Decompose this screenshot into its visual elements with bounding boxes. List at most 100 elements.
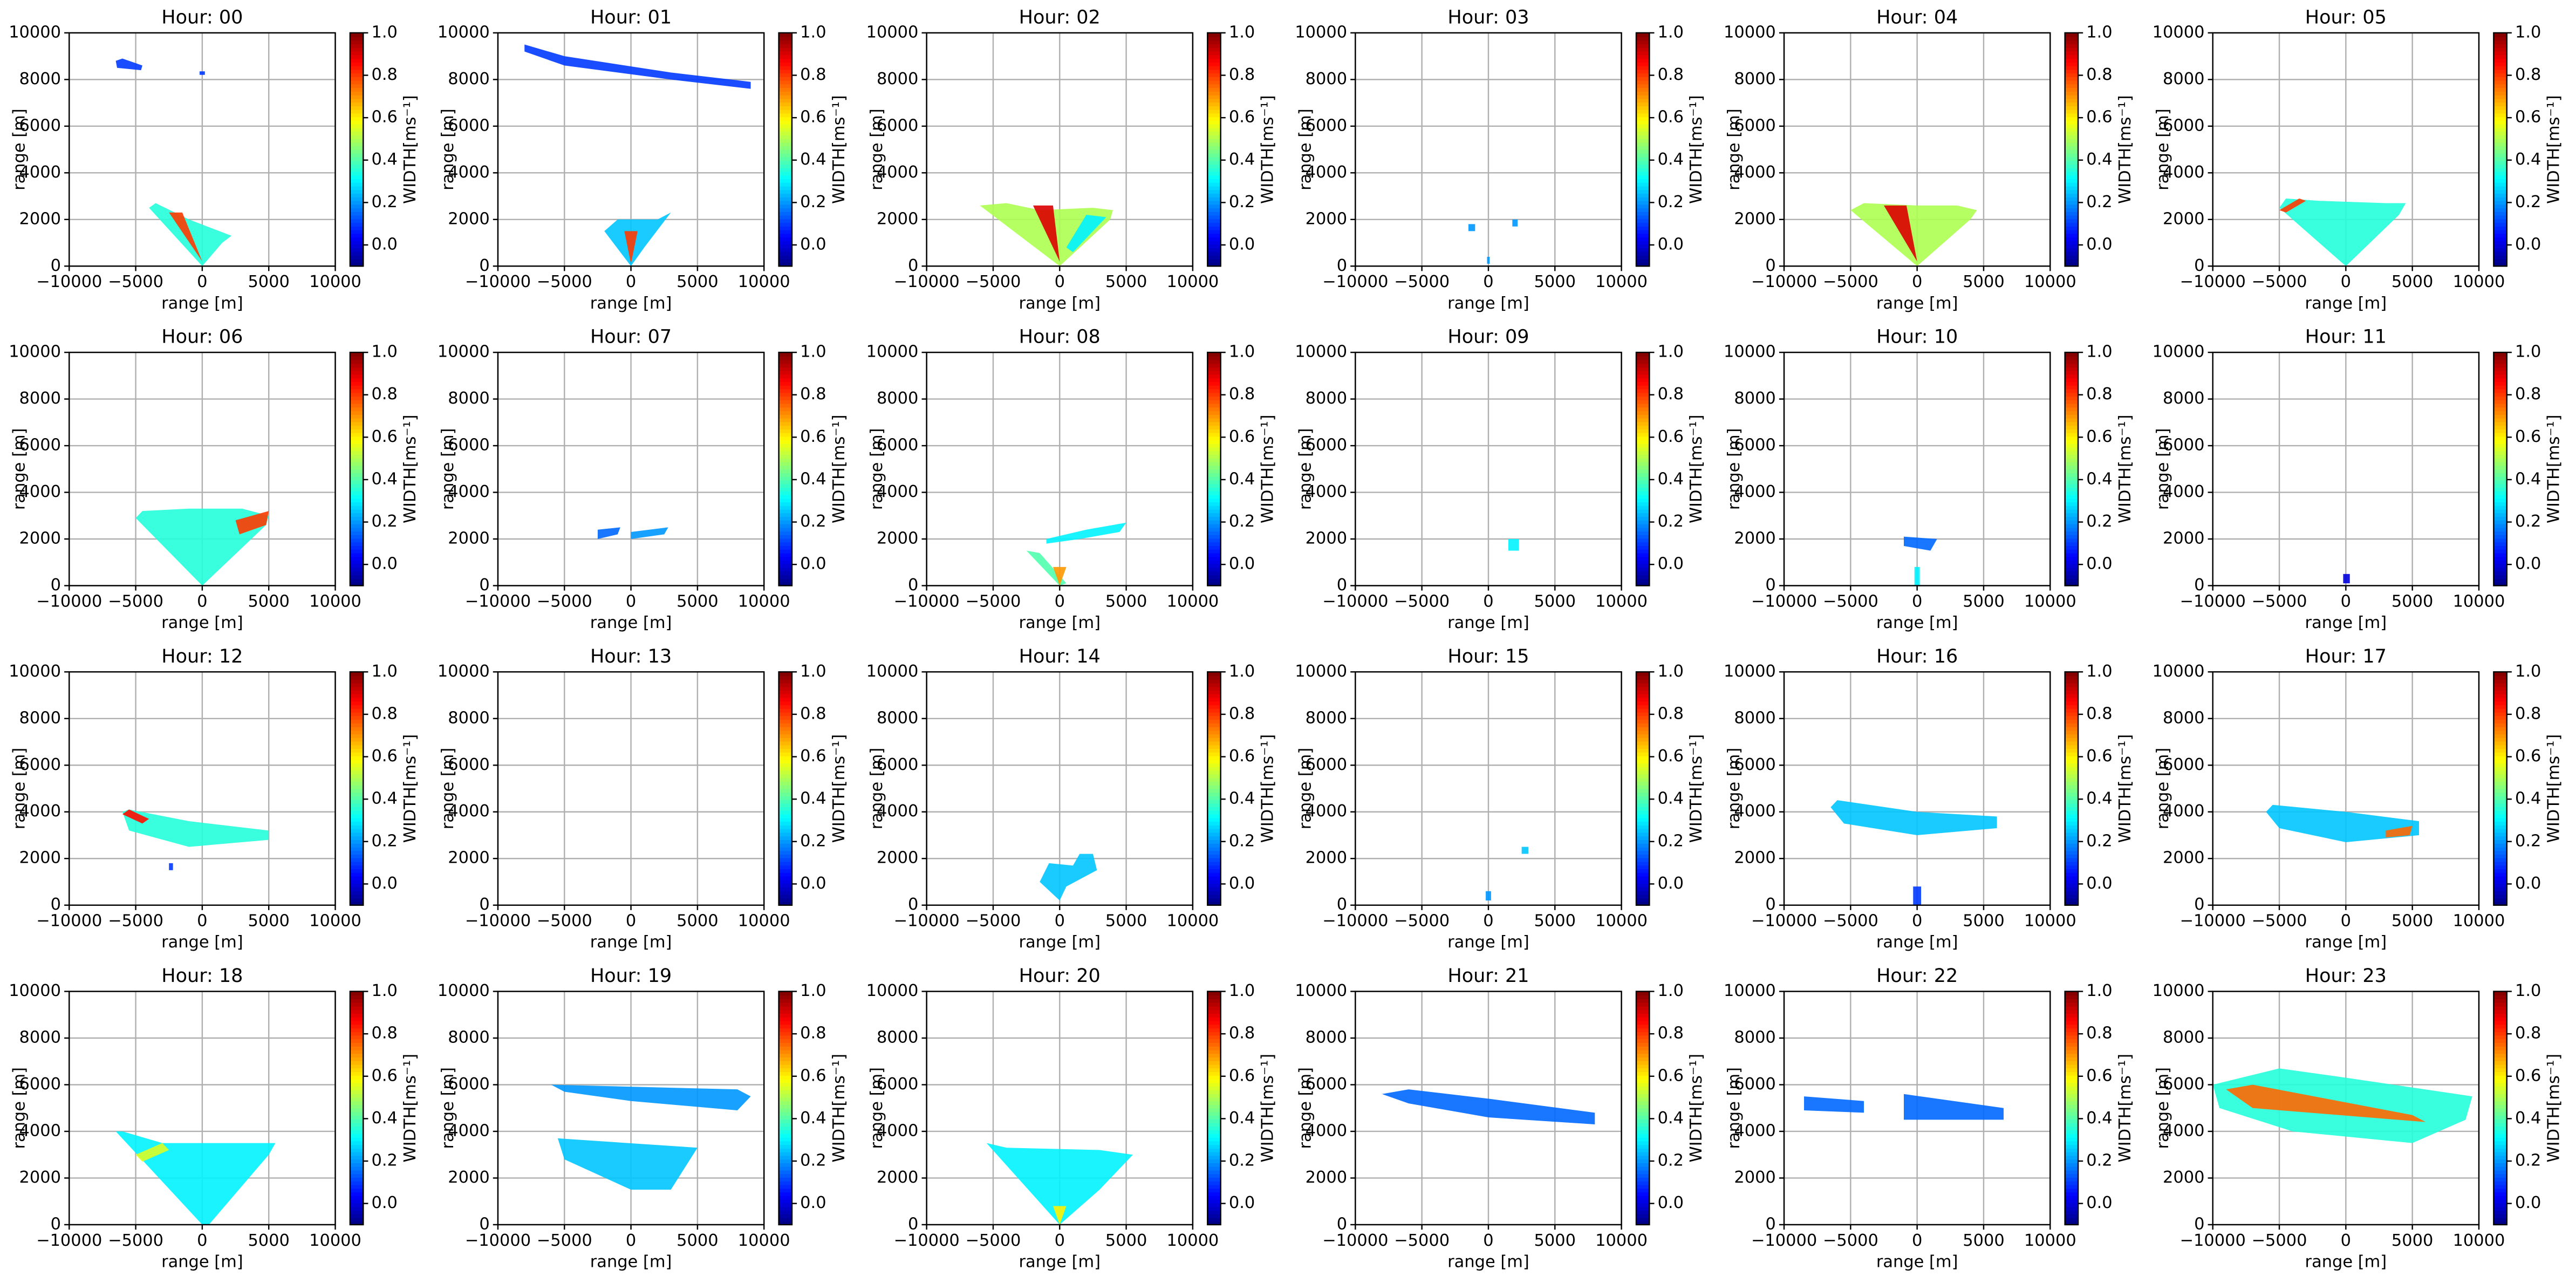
colorbar-strip	[350, 784, 364, 789]
colorbar-strip	[778, 160, 792, 165]
colorbar-strip	[778, 200, 792, 205]
colorbar-strip	[778, 1177, 792, 1182]
colorbar-strip	[1207, 102, 1221, 106]
colorbar-tick-label: 0.6	[800, 747, 826, 766]
subplot: −10000 −5000 0 5000 100000200040006000800010…	[1295, 6, 1706, 312]
colorbar-strip	[1636, 411, 1650, 415]
colorbar-strip	[2493, 374, 2507, 379]
colorbar-tick-label: 0.0	[800, 874, 826, 893]
colorbar-strip	[350, 193, 364, 197]
subplot: −10000 −5000 0 5000 100000200040006000800010…	[2153, 326, 2564, 632]
colorbar-strip	[778, 726, 792, 731]
colorbar-strip	[2065, 995, 2079, 999]
echo	[557, 1138, 698, 1190]
x-axis-label: range [m]	[1447, 613, 1529, 632]
colorbar-strip	[350, 675, 364, 680]
colorbar-strip	[2493, 179, 2507, 183]
colorbar-strip	[1207, 189, 1221, 194]
x-tick-label: 5000	[677, 1231, 718, 1250]
colorbar-strip	[778, 1042, 792, 1047]
y-tick-label: 2000	[877, 209, 918, 228]
colorbar-strip	[2065, 182, 2079, 187]
colorbar-strip	[1636, 480, 1650, 484]
y-tick-label: 6000	[448, 436, 489, 455]
colorbar-strip	[1636, 160, 1650, 165]
colorbar-strip	[350, 175, 364, 180]
colorbar-strip	[778, 748, 792, 753]
colorbar-tick-label: 0.2	[2086, 193, 2112, 211]
colorbar-strip	[350, 381, 364, 386]
colorbar-strip	[778, 1155, 792, 1160]
colorbar-strip	[778, 995, 792, 999]
colorbar-strip	[1636, 847, 1650, 851]
subplot: −10000 −5000 0 5000 100000200040006000800010…	[1724, 965, 2135, 1271]
colorbar-strip	[2065, 1148, 2079, 1152]
colorbar-strip	[1636, 737, 1650, 742]
colorbar-strip	[350, 425, 364, 429]
colorbar-strip	[2065, 1195, 2079, 1200]
colorbar-strip	[1207, 523, 1221, 528]
colorbar-strip	[778, 32, 792, 37]
colorbar-tick-label: 0.4	[800, 469, 826, 488]
colorbar-strip	[778, 722, 792, 727]
colorbar-strip	[1207, 381, 1221, 386]
colorbar-strip	[350, 995, 364, 999]
colorbar-strip	[350, 847, 364, 851]
colorbar-strip	[2065, 697, 2079, 702]
colorbar-strip	[2493, 578, 2507, 583]
colorbar-strip	[1207, 781, 1221, 786]
colorbar-strip	[778, 1210, 792, 1214]
colorbar-strip	[2065, 799, 2079, 804]
colorbar-strip	[2065, 1130, 2079, 1134]
colorbar-strip	[1636, 156, 1650, 161]
colorbar-strip	[1636, 73, 1650, 77]
colorbar-strip	[2065, 164, 2079, 168]
colorbar-strip	[1207, 69, 1221, 74]
x-tick-label: 0	[1483, 592, 1493, 611]
colorbar-strip	[1207, 894, 1221, 899]
colorbar-strip	[350, 836, 364, 841]
colorbar-tick-label: 0.4	[1229, 150, 1255, 169]
colorbar-strip	[778, 425, 792, 429]
colorbar-strip	[1636, 65, 1650, 70]
colorbar-strip	[1636, 109, 1650, 114]
colorbar-strip	[778, 755, 792, 760]
colorbar-strip	[1207, 675, 1221, 680]
y-tick-label: 8000	[19, 1028, 61, 1047]
colorbar-strip	[2493, 505, 2507, 510]
colorbar-strip	[1207, 748, 1221, 753]
colorbar-strip	[1207, 490, 1221, 495]
colorbar-strip	[2065, 1221, 2079, 1225]
colorbar-strip	[2493, 1134, 2507, 1138]
y-axis-label: range [m]	[1725, 108, 1744, 190]
colorbar-strip	[778, 1221, 792, 1225]
colorbar-strip	[2065, 675, 2079, 680]
colorbar-strip	[1207, 865, 1221, 870]
colorbar-strip	[2065, 47, 2079, 52]
echo	[624, 231, 638, 264]
colorbar-strip	[350, 1144, 364, 1149]
colorbar-strip	[1636, 734, 1650, 738]
colorbar-strip	[2065, 516, 2079, 521]
echoes	[1804, 1094, 2004, 1120]
x-tick-label: 0	[2341, 272, 2351, 291]
colorbar-strip	[2065, 226, 2079, 230]
colorbar-strip	[2493, 483, 2507, 488]
colorbar-strip	[2065, 766, 2079, 771]
colorbar-strip	[778, 1093, 792, 1098]
colorbar-strip	[2493, 189, 2507, 194]
y-tick-label: 2000	[1306, 1168, 1347, 1187]
colorbar-strip	[1636, 898, 1650, 902]
colorbar-strip	[1207, 582, 1221, 586]
colorbar-strip	[778, 447, 792, 452]
colorbar-strip	[2065, 1006, 2079, 1011]
colorbar-strip	[2493, 883, 2507, 888]
colorbar-strip	[2065, 788, 2079, 793]
x-axis-label: range [m]	[1447, 1252, 1529, 1271]
colorbar-strip	[350, 1035, 364, 1040]
y-tick-label: 4000	[1734, 1121, 1775, 1140]
colorbar-strip	[2493, 781, 2507, 786]
colorbar-frame	[2064, 991, 2079, 1226]
colorbar-strip	[2065, 461, 2079, 466]
echoes	[1040, 854, 1097, 901]
